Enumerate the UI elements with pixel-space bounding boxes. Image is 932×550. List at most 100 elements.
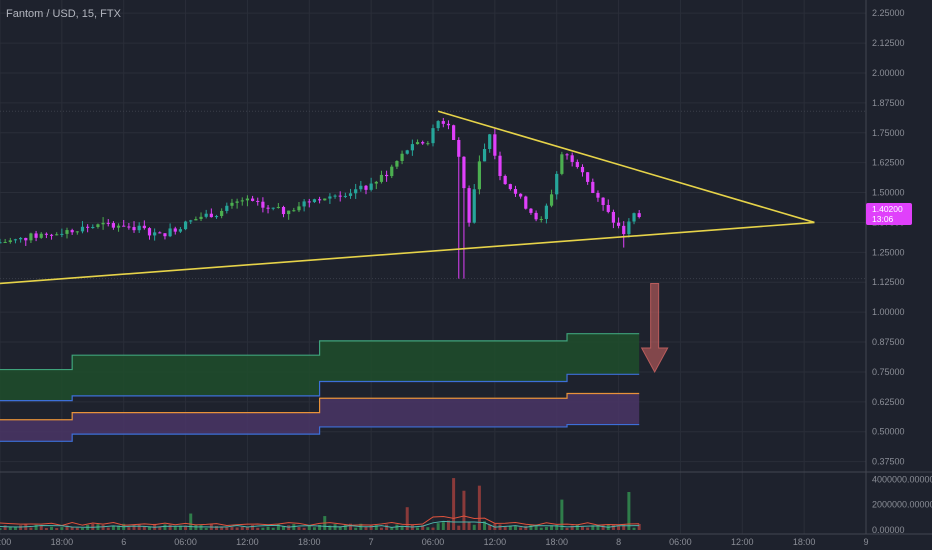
volume-bar <box>462 490 466 530</box>
candle-body <box>436 121 440 129</box>
candle-body <box>55 234 59 236</box>
volume-ma-slow-line <box>0 520 640 528</box>
volume-bar <box>189 513 193 530</box>
volume-bar <box>338 526 342 530</box>
x-tick-label: 12:00 <box>484 537 507 547</box>
candle-body <box>13 239 18 241</box>
candle-body <box>627 221 631 235</box>
volume-bar <box>39 525 43 530</box>
candle-body <box>317 199 322 201</box>
volume-bar <box>426 527 430 530</box>
candle-body <box>137 225 141 231</box>
candle-body <box>493 134 497 156</box>
x-tick-label: 7 <box>369 537 374 547</box>
volume-bar <box>287 525 291 530</box>
volume-bar <box>467 521 471 530</box>
volume-bar <box>29 527 33 530</box>
candle-body <box>488 134 492 150</box>
volume-bar <box>555 525 559 530</box>
candle-body <box>513 189 518 194</box>
volume-bar <box>436 523 440 530</box>
volume-bar <box>390 527 394 530</box>
candle-body <box>611 211 616 223</box>
y-tick-label: 2.00000 <box>872 68 905 78</box>
candle-body <box>116 225 121 228</box>
candle-body <box>385 174 389 177</box>
candle-body <box>70 230 74 233</box>
x-tick-label: 12:00 <box>0 537 11 547</box>
x-tick-label: 06:00 <box>669 537 692 547</box>
x-tick-label: 18:00 <box>51 537 74 547</box>
candle-body <box>256 200 260 202</box>
candle-body <box>132 227 136 231</box>
candle-body <box>359 185 363 190</box>
down-arrow-annotation <box>640 282 669 373</box>
candle-body <box>204 213 208 217</box>
volume-bar <box>328 525 332 530</box>
volume-bar <box>204 527 208 530</box>
volume-bar <box>586 527 590 530</box>
candle-body <box>34 233 38 238</box>
volume-bar <box>34 524 38 530</box>
candle-body <box>477 161 481 190</box>
volume-bar <box>215 526 218 530</box>
candle-body <box>446 123 451 126</box>
x-tick-label: 18:00 <box>298 537 321 547</box>
volume-bar <box>591 525 595 530</box>
candle-body <box>122 225 126 227</box>
volume-bar <box>565 527 569 530</box>
candle-body <box>544 205 549 219</box>
rising-support-trendline <box>0 221 815 285</box>
candle-body <box>19 237 23 240</box>
candle-body <box>539 218 543 220</box>
candle-body <box>343 195 347 197</box>
volume-bar <box>282 526 286 530</box>
y-tick-label: 1.75000 <box>872 128 905 138</box>
candle-body <box>431 128 435 144</box>
candle-body <box>441 121 445 124</box>
candle-body <box>565 154 569 156</box>
volume-bar <box>374 525 378 530</box>
candle-body <box>153 232 157 236</box>
candle-body <box>354 189 358 194</box>
candle-body <box>637 213 641 218</box>
candle-body <box>390 166 394 177</box>
volume-bar <box>225 526 229 530</box>
lower-cloud-fill <box>0 393 640 442</box>
volume-bar <box>3 525 7 530</box>
candle-body <box>498 155 502 176</box>
last-price-badge: 1.40200 13:06 <box>866 203 912 225</box>
lower-cloud-bottom-line <box>0 423 640 442</box>
candle-body <box>240 200 244 202</box>
candle-body <box>482 149 487 162</box>
trendlines <box>0 110 815 285</box>
volume-tick-label: 2000000.00000 <box>872 500 932 510</box>
x-tick-label: 8 <box>616 537 621 547</box>
volume-bar <box>245 526 249 530</box>
volume-bar <box>611 524 615 530</box>
candle-body <box>261 201 265 208</box>
candle-body <box>467 188 471 223</box>
volume-bar <box>627 492 631 530</box>
candle-body <box>575 161 579 167</box>
volume-bar <box>529 524 533 530</box>
volume-bar <box>55 528 59 530</box>
candle-body <box>189 220 193 222</box>
volume-bar <box>446 520 450 530</box>
volume-bar <box>524 525 528 530</box>
candle-body <box>65 230 69 234</box>
candle-body <box>127 226 131 228</box>
y-tick-label: 1.12500 <box>872 277 905 287</box>
y-tick-label: 2.25000 <box>872 8 905 18</box>
candle-body <box>220 210 224 216</box>
candle-body <box>410 144 414 151</box>
candle-body <box>549 194 554 206</box>
candle-body <box>194 219 198 221</box>
x-tick-label: 12:00 <box>236 537 259 547</box>
volume-bar <box>137 524 141 530</box>
candle-body <box>591 181 595 193</box>
y-tick-label: 1.50000 <box>872 188 905 198</box>
candle-body <box>111 223 116 228</box>
x-tick-label: 12:00 <box>731 537 754 547</box>
candle-body <box>519 193 523 197</box>
